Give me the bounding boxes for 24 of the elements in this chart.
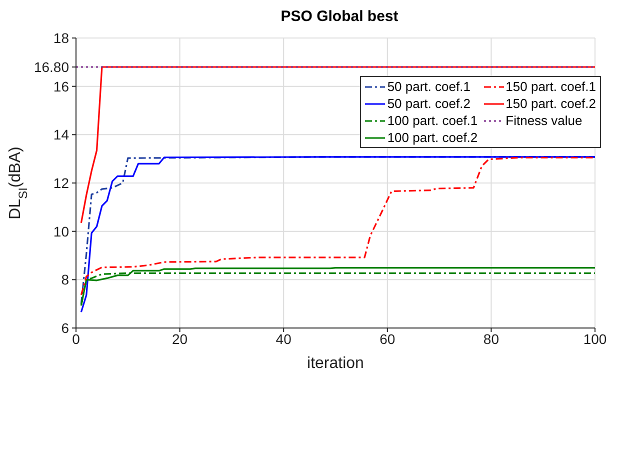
y-tick-label: 12 [53,174,70,191]
y-tick-label: 18 [53,30,70,46]
x-tick-label: 40 [276,330,292,347]
chart-title: PSO Global best [280,8,400,27]
x-tick-label: 60 [380,330,396,347]
x-tick-label: 100 [583,330,607,347]
x-tick-label: 80 [483,330,500,347]
y-tick-label: 16 [53,78,70,94]
legend-label: 150 part. coef.2 [506,95,596,112]
legend-label: Fitness value [506,112,582,129]
line-series [80,66,595,224]
y-tick-label: 6 [61,320,70,336]
legend-label: 150 part. coef.1 [506,78,596,95]
legend-label: 100 part. coef.1 [387,112,478,129]
y-tick-label: 8 [61,272,70,288]
y-tick-label: 16.80 [34,58,70,75]
legend-label: 50 part. coef.1 [387,78,470,95]
y-tick-label: 10 [53,223,70,240]
x-tick-label: 20 [172,330,188,347]
x-tick-label: 0 [72,330,80,347]
legend-label: 100 part. coef.2 [387,129,478,146]
legend-label: 50 part. coef.2 [387,95,470,112]
y-tick-label: 14 [53,126,70,143]
x-axis-title: iteration [307,355,364,372]
